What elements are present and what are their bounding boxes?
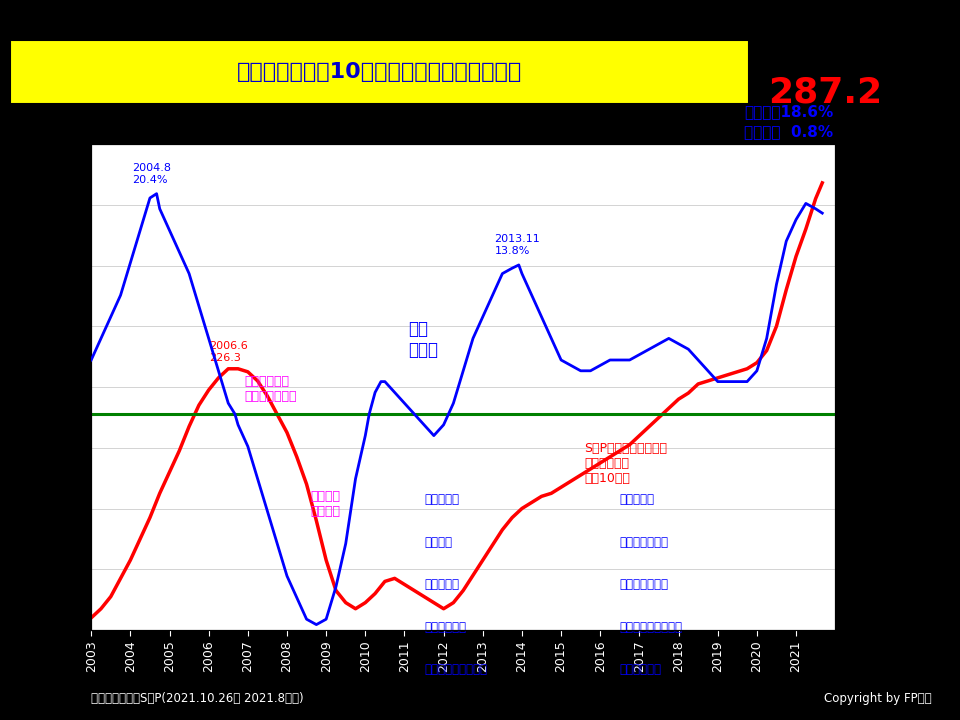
Text: ・ロスアンジェルス: ・ロスアンジェルス — [424, 663, 487, 676]
Text: 2021.8: 2021.8 — [768, 47, 886, 76]
Text: ・ニューヨーク: ・ニューヨーク — [620, 536, 669, 549]
Text: ・ボストン: ・ボストン — [424, 493, 459, 506]
Text: 2006.6
226.3: 2006.6 226.3 — [208, 341, 248, 363]
Text: ・デンバー: ・デンバー — [424, 578, 459, 591]
Text: 前月比＋  0.8%: 前月比＋ 0.8% — [744, 124, 833, 139]
Text: 前年比＋18.6%: 前年比＋18.6% — [744, 104, 833, 120]
Text: ・マイアミ: ・マイアミ — [620, 493, 655, 506]
Text: 前年
同月比: 前年 同月比 — [408, 320, 439, 359]
Text: アメリカの主要10都市の住宅価格指数の推移: アメリカの主要10都市の住宅価格指数の推移 — [236, 62, 522, 82]
Text: ・サンディエゴ: ・サンディエゴ — [620, 578, 669, 591]
Text: 出典：アメリカS＆P(2021.10.26表 2021.8月分): 出典：アメリカS＆P(2021.10.26表 2021.8月分) — [91, 692, 303, 705]
Text: 2013.11
13.8%: 2013.11 13.8% — [494, 234, 540, 256]
Text: 2004.8
20.4%: 2004.8 20.4% — [132, 163, 171, 184]
Text: リーマン
ショック: リーマン ショック — [310, 490, 341, 518]
Text: ・ワシントン: ・ワシントン — [620, 663, 661, 676]
Text: ・サンフランシスコ: ・サンフランシスコ — [620, 621, 683, 634]
Text: 287.2: 287.2 — [768, 76, 882, 109]
Text: サブプライム
ローンショック: サブプライム ローンショック — [244, 375, 297, 403]
Text: S＆P／ケース・シラー
住宅価格指数
主要10都市: S＆P／ケース・シラー 住宅価格指数 主要10都市 — [585, 441, 667, 485]
Text: ・シカゴ: ・シカゴ — [424, 536, 452, 549]
Text: Copyright by FP鈴木: Copyright by FP鈴木 — [824, 692, 931, 705]
Text: ・ラスベガス: ・ラスベガス — [424, 621, 466, 634]
